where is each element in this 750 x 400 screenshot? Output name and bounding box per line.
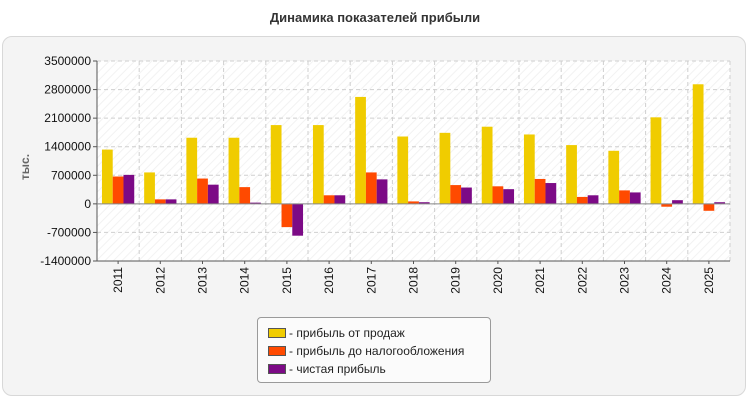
y-tick-label: 0 — [84, 197, 91, 211]
legend-label-net-profit: - чистая прибыль — [289, 362, 386, 376]
bar — [439, 132, 451, 204]
plot-area — [97, 61, 730, 261]
y-tick-label: -700000 — [47, 225, 91, 239]
x-tick-label: 2024 — [660, 267, 674, 294]
legend: - прибыль от продаж - прибыль до налогоо… — [257, 317, 491, 383]
bar — [270, 125, 282, 204]
bar — [576, 196, 588, 204]
bar — [418, 202, 430, 204]
bar — [661, 203, 673, 207]
bar — [672, 200, 683, 204]
y-axis-label: тыс. — [18, 153, 32, 181]
bar — [112, 176, 124, 204]
legend-swatch-net-profit — [268, 364, 286, 374]
x-tick-label: 2013 — [196, 267, 210, 294]
x-tick-label: 2023 — [618, 267, 632, 294]
x-tick-label: 2022 — [575, 267, 589, 294]
legend-item-pretax-profit: - прибыль до налогообложения — [268, 342, 490, 360]
legend-label-sales-profit: - прибыль от продаж — [289, 326, 405, 340]
bar — [165, 199, 177, 204]
y-tick-label: 2800000 — [44, 83, 91, 97]
bar — [228, 137, 240, 204]
x-tick-label: 2025 — [702, 267, 716, 294]
bar — [481, 126, 493, 204]
bar — [355, 96, 366, 204]
bar — [365, 172, 377, 204]
x-tick-label: 2015 — [280, 267, 294, 294]
bar — [154, 199, 166, 204]
bar — [523, 134, 535, 204]
x-tick-label: 2018 — [407, 267, 421, 294]
bar — [587, 195, 599, 204]
bar — [334, 195, 346, 204]
legend-item-sales-profit: - прибыль от продаж — [268, 324, 490, 342]
bar — [250, 202, 261, 204]
bar — [144, 172, 155, 204]
bar — [292, 203, 304, 236]
y-tick-label: -1400000 — [40, 254, 91, 268]
bar — [703, 203, 715, 211]
x-tick-label: 2020 — [491, 267, 505, 294]
bar — [186, 137, 198, 204]
x-tick-label: 2019 — [449, 267, 463, 294]
bar — [281, 203, 293, 228]
bar — [629, 192, 641, 204]
bar — [101, 149, 113, 204]
bar — [650, 117, 662, 204]
y-tick-label: 1400000 — [44, 140, 91, 154]
bar — [461, 187, 472, 204]
legend-swatch-sales-profit — [268, 328, 286, 338]
x-tick-label: 2011 — [111, 267, 125, 293]
bar — [197, 178, 208, 204]
bar — [207, 184, 219, 204]
bar — [123, 174, 135, 204]
x-tick-label: 2021 — [533, 267, 547, 294]
legend-label-pretax-profit: - прибыль до налогообложения — [289, 344, 465, 358]
bar — [239, 187, 251, 204]
y-tick-label: 700000 — [51, 168, 91, 182]
x-tick-label: 2016 — [322, 267, 336, 294]
x-tick-label: 2012 — [153, 267, 167, 294]
bar — [619, 190, 630, 204]
y-tick-label: 3500000 — [44, 54, 91, 68]
bar — [503, 189, 515, 204]
bar — [323, 195, 335, 204]
bar — [397, 136, 409, 204]
legend-swatch-pretax-profit — [268, 346, 286, 356]
bar — [608, 150, 620, 204]
bar — [408, 201, 419, 204]
bar — [566, 145, 577, 204]
bar — [312, 125, 324, 204]
bar — [714, 202, 726, 204]
legend-item-net-profit: - чистая прибыль — [268, 360, 490, 378]
bar — [545, 183, 557, 204]
chart-title: Динамика показателей прибыли — [269, 10, 481, 25]
bar — [376, 179, 388, 204]
bar — [492, 186, 504, 204]
bar — [534, 178, 546, 204]
x-tick-label: 2014 — [238, 267, 252, 294]
bar — [692, 84, 704, 204]
y-tick-label: 2100000 — [44, 111, 91, 125]
x-tick-label: 2017 — [364, 267, 378, 294]
bar — [450, 185, 462, 204]
